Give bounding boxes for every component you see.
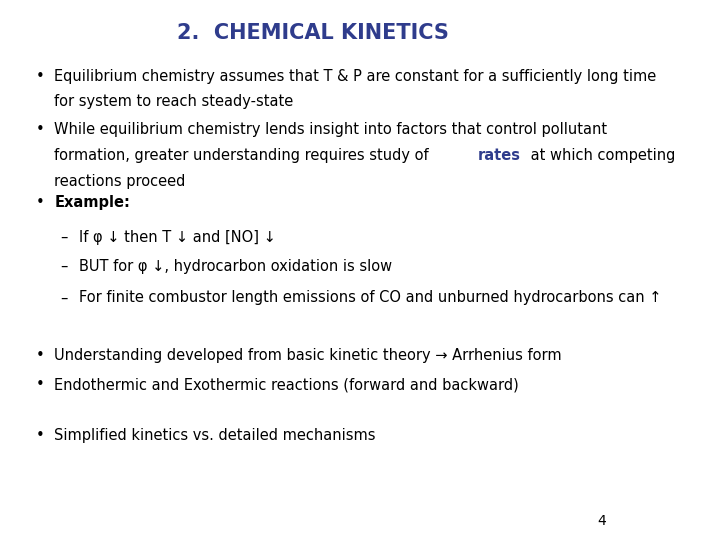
Text: at which competing: at which competing bbox=[526, 148, 675, 163]
Text: Simplified kinetics vs. detailed mechanisms: Simplified kinetics vs. detailed mechani… bbox=[54, 428, 376, 443]
Text: Understanding developed from basic kinetic theory → Arrhenius form: Understanding developed from basic kinet… bbox=[54, 348, 562, 363]
Text: reactions proceed: reactions proceed bbox=[54, 174, 186, 189]
Text: Equilibrium chemistry assumes that T & P are constant for a sufficiently long ti: Equilibrium chemistry assumes that T & P… bbox=[54, 69, 657, 84]
Text: Endothermic and Exothermic reactions (forward and backward): Endothermic and Exothermic reactions (fo… bbox=[54, 377, 519, 393]
Text: •: • bbox=[36, 195, 45, 210]
Text: –: – bbox=[60, 291, 68, 306]
Text: For finite combustor length emissions of CO and unburned hydrocarbons can ↑: For finite combustor length emissions of… bbox=[79, 291, 662, 306]
Text: 2.  CHEMICAL KINETICS: 2. CHEMICAL KINETICS bbox=[177, 23, 449, 43]
Text: formation, greater understanding requires study of: formation, greater understanding require… bbox=[54, 148, 433, 163]
Text: for system to reach steady-state: for system to reach steady-state bbox=[54, 94, 294, 109]
Text: •: • bbox=[36, 348, 45, 363]
Text: BUT for φ ↓, hydrocarbon oxidation is slow: BUT for φ ↓, hydrocarbon oxidation is sl… bbox=[79, 259, 392, 274]
Text: –: – bbox=[60, 259, 68, 274]
Text: While equilibrium chemistry lends insight into factors that control pollutant: While equilibrium chemistry lends insigh… bbox=[54, 122, 608, 137]
Text: 4: 4 bbox=[597, 514, 606, 528]
Text: •: • bbox=[36, 122, 45, 137]
Text: •: • bbox=[36, 428, 45, 443]
Text: If φ ↓ then T ↓ and [NO] ↓: If φ ↓ then T ↓ and [NO] ↓ bbox=[79, 230, 276, 245]
Text: •: • bbox=[36, 69, 45, 84]
Text: •: • bbox=[36, 377, 45, 393]
Text: –: – bbox=[60, 230, 68, 245]
Text: rates: rates bbox=[478, 148, 521, 163]
Text: Example:: Example: bbox=[54, 195, 130, 210]
